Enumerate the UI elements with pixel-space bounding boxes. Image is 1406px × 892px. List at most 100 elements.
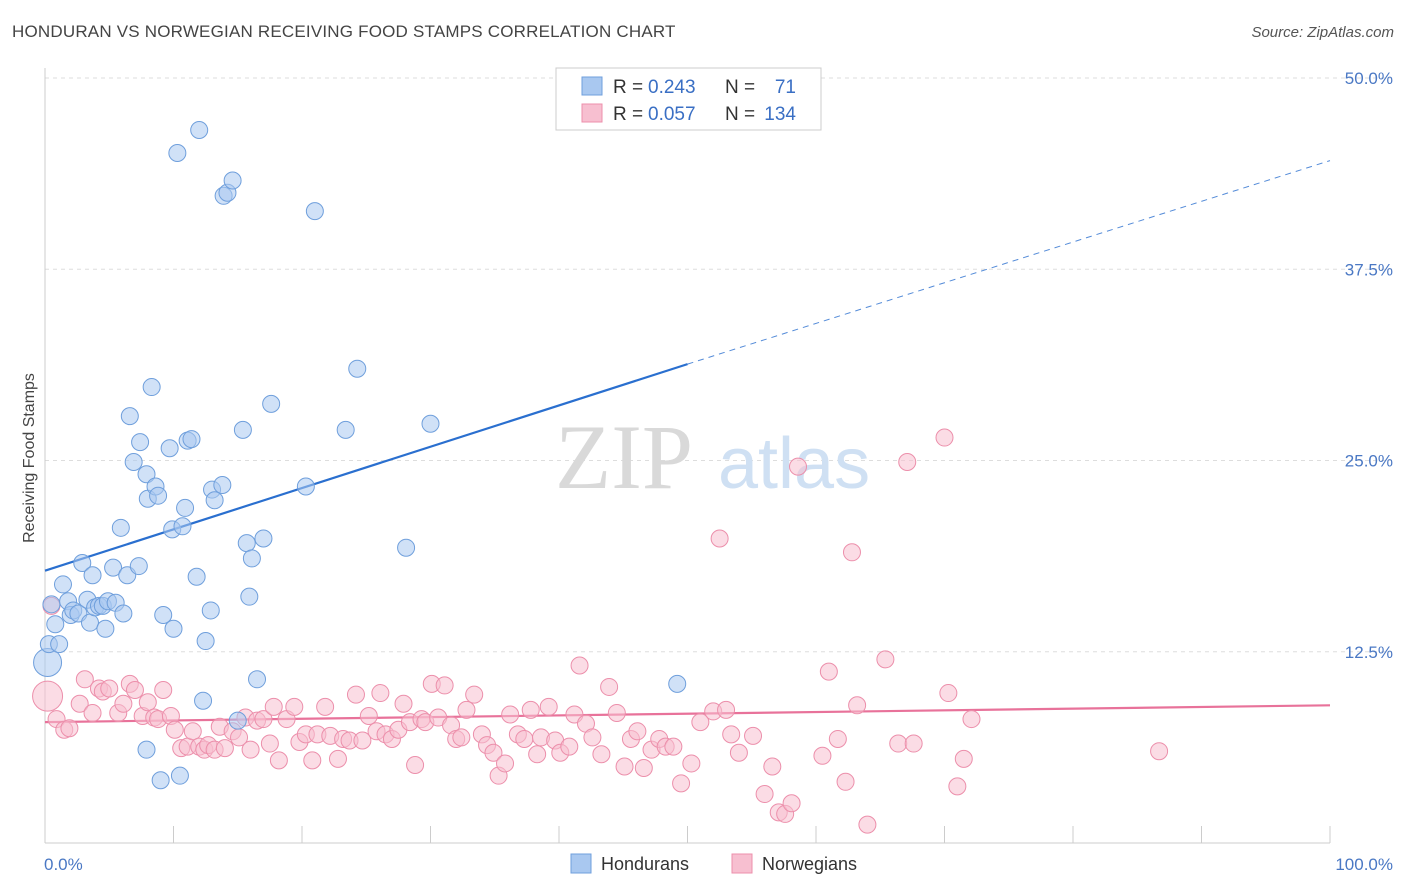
norwegian-point-70 [457, 700, 476, 719]
y-tick-label-3: 50.0% [1345, 69, 1393, 88]
honduran-point-3 [46, 615, 65, 634]
honduran-point-46 [190, 121, 209, 140]
legend-r-value-2: 0.057 [648, 104, 696, 125]
honduran-point-13 [83, 566, 102, 585]
honduran-point-10 [73, 554, 92, 573]
legend-r-value-1: 0.243 [648, 77, 696, 98]
honduran-point-12 [80, 613, 99, 632]
norwegian-point-37 [260, 734, 279, 753]
norwegian-point-127 [904, 734, 923, 753]
axes [44, 68, 1331, 844]
norwegian-point-21 [165, 720, 184, 739]
legend-n-label-1: N = [725, 77, 755, 98]
norwegian-point-111 [755, 785, 774, 804]
legend-n-value-1: 71 [775, 77, 796, 98]
honduran-point-19 [104, 558, 123, 577]
norwegian-point-91 [592, 745, 611, 764]
bottom-legend-hondurans: Hondurans [601, 854, 689, 874]
norwegian-point-61 [406, 755, 425, 774]
honduran-point-29 [137, 465, 156, 484]
norwegian-point-132 [962, 710, 981, 729]
trend-line-hondurans [44, 363, 688, 572]
honduran-point-28 [137, 740, 156, 759]
watermark: ZIP atlas [555, 406, 870, 508]
norwegian-point-53 [359, 707, 378, 726]
norwegian-point-109 [729, 743, 748, 762]
honduran-point-27 [131, 433, 150, 452]
norwegian-point-108 [722, 725, 741, 744]
norwegian-point-115 [782, 794, 801, 813]
honduran-point-66 [348, 359, 367, 378]
honduran-point-47 [194, 691, 213, 710]
honduran-point-33 [149, 486, 168, 505]
honduran-point-60 [248, 670, 267, 689]
norwegian-point-128 [935, 428, 954, 447]
honduran-point-2 [42, 595, 61, 614]
norwegian-point-41 [285, 697, 304, 716]
honduran-point-52 [213, 475, 232, 494]
norwegian-point-81 [528, 745, 547, 764]
norwegian-point-88 [570, 656, 589, 675]
honduran-point-56 [233, 420, 252, 439]
norwegian-point-126 [898, 453, 917, 472]
norwegian-point-110 [744, 726, 763, 745]
norwegian-point-38 [264, 697, 283, 716]
series-hondurans-points [33, 121, 687, 790]
honduran-point-58 [240, 587, 259, 606]
norwegian-point-117 [813, 746, 832, 765]
honduran-point-39 [168, 143, 187, 162]
norwegian-point-4 [60, 719, 79, 738]
chart-title: HONDURAN VS NORWEGIAN RECEIVING FOOD STA… [12, 22, 676, 41]
honduran-point-17 [96, 619, 115, 638]
honduran-point-25 [124, 453, 143, 472]
norwegian-point-96 [628, 722, 647, 741]
y-axis-label: Receiving Food Stamps [21, 373, 38, 543]
honduran-point-5 [53, 575, 72, 594]
norwegian-point-0 [32, 680, 64, 712]
honduran-point-44 [182, 430, 201, 449]
honduran-point-61 [254, 529, 273, 548]
honduran-point-64 [305, 202, 324, 221]
grid-lines [45, 77, 1392, 653]
norwegian-point-90 [583, 728, 602, 747]
norwegian-point-125 [889, 734, 908, 753]
norwegian-point-66 [435, 676, 454, 695]
norwegian-point-118 [819, 662, 838, 681]
norwegian-point-92 [600, 677, 619, 696]
norwegian-point-71 [465, 685, 484, 704]
norwegian-point-119 [828, 729, 847, 748]
norwegian-point-86 [560, 737, 579, 756]
norwegian-point-130 [948, 777, 967, 796]
legend-n-label-2: N = [725, 104, 755, 125]
honduran-point-41 [173, 517, 192, 536]
norwegian-point-24 [183, 722, 202, 741]
norwegian-point-76 [496, 754, 515, 773]
honduran-point-59 [242, 549, 261, 568]
norwegian-point-103 [682, 754, 701, 773]
norwegian-point-124 [876, 650, 895, 669]
honduran-point-70 [228, 711, 247, 730]
norwegian-point-102 [672, 774, 691, 793]
norwegian-point-116 [789, 457, 808, 476]
trend-line-hondurans-extension [687, 160, 1331, 365]
norwegian-point-16 [138, 693, 157, 712]
honduran-point-31 [142, 378, 161, 397]
norwegian-point-94 [615, 757, 634, 776]
norwegian-point-74 [484, 743, 503, 762]
honduran-point-57 [237, 534, 256, 553]
tick-labels: 12.5% 25.0% 37.5% 50.0% 0.0% 100.0% [44, 69, 1393, 874]
honduran-point-40 [170, 766, 189, 785]
chart-source: Source: ZipAtlas.com [1251, 24, 1394, 41]
honduran-point-26 [129, 557, 148, 576]
honduran-point-4 [50, 635, 69, 654]
x-tick-label-1: 100.0% [1335, 855, 1393, 874]
honduran-point-38 [164, 619, 183, 638]
honduran-point-35 [154, 606, 173, 625]
watermark-zip: ZIP [555, 406, 693, 508]
norwegian-point-30 [215, 739, 234, 758]
norwegian-point-55 [371, 684, 390, 703]
series-norwegians-points [32, 428, 1169, 834]
honduran-point-69 [668, 674, 687, 693]
honduran-point-55 [223, 171, 242, 190]
